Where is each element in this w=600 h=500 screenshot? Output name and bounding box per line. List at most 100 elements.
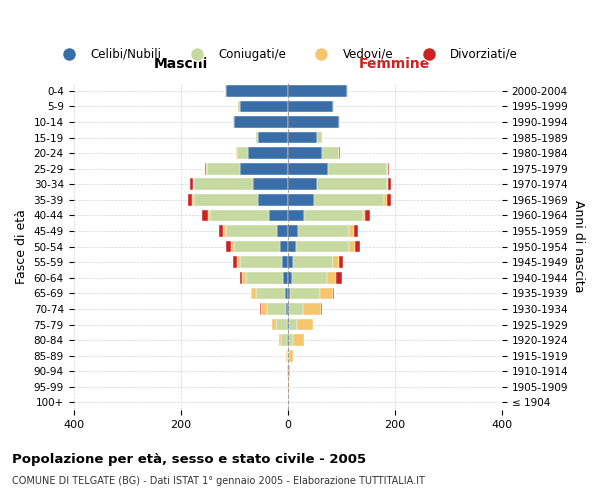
- Bar: [239, 100, 287, 112]
- Bar: [232, 241, 234, 252]
- Bar: [338, 116, 340, 128]
- Bar: [233, 116, 234, 128]
- Bar: [286, 303, 287, 315]
- Bar: [234, 241, 280, 252]
- Bar: [272, 318, 276, 330]
- Bar: [296, 241, 349, 252]
- Bar: [287, 225, 298, 237]
- Bar: [287, 288, 290, 299]
- Bar: [239, 256, 283, 268]
- Text: COMUNE DI TELGATE (BG) - Dati ISTAT 1° gennaio 2005 - Elaborazione TUTTITALIA.IT: COMUNE DI TELGATE (BG) - Dati ISTAT 1° g…: [12, 476, 425, 486]
- Bar: [234, 116, 287, 128]
- Y-axis label: Anni di nascita: Anni di nascita: [572, 200, 585, 293]
- Bar: [210, 210, 269, 222]
- Bar: [317, 178, 387, 190]
- Bar: [349, 225, 353, 237]
- Bar: [387, 194, 391, 205]
- Bar: [289, 303, 302, 315]
- Bar: [246, 272, 283, 283]
- Bar: [287, 318, 289, 330]
- Bar: [287, 163, 328, 174]
- Bar: [289, 318, 297, 330]
- Bar: [248, 148, 287, 159]
- Bar: [298, 225, 349, 237]
- Bar: [206, 163, 208, 174]
- Bar: [304, 210, 362, 222]
- Bar: [353, 225, 358, 237]
- Bar: [208, 163, 239, 174]
- Bar: [253, 178, 287, 190]
- Bar: [286, 350, 287, 362]
- Bar: [251, 288, 256, 299]
- Bar: [285, 288, 287, 299]
- Bar: [355, 241, 360, 252]
- Bar: [289, 350, 293, 362]
- Bar: [287, 132, 317, 143]
- Bar: [194, 178, 253, 190]
- Legend: Celibi/Nubili, Coniugati/e, Vedovi/e, Divorziati/e: Celibi/Nubili, Coniugati/e, Vedovi/e, Di…: [53, 43, 523, 66]
- Bar: [205, 163, 206, 174]
- Bar: [287, 241, 296, 252]
- Bar: [277, 225, 287, 237]
- Bar: [387, 178, 388, 190]
- Bar: [233, 256, 237, 268]
- Bar: [280, 241, 287, 252]
- Bar: [239, 163, 287, 174]
- Bar: [292, 272, 327, 283]
- Bar: [237, 256, 239, 268]
- Bar: [242, 272, 246, 283]
- Bar: [276, 318, 287, 330]
- Bar: [287, 272, 292, 283]
- Bar: [256, 132, 258, 143]
- Bar: [281, 334, 287, 346]
- Bar: [258, 194, 287, 205]
- Bar: [238, 100, 239, 112]
- Bar: [287, 194, 314, 205]
- Bar: [287, 350, 289, 362]
- Bar: [289, 334, 293, 346]
- Bar: [256, 288, 285, 299]
- Bar: [287, 256, 293, 268]
- Bar: [190, 178, 193, 190]
- Bar: [283, 272, 287, 283]
- Y-axis label: Fasce di età: Fasce di età: [15, 209, 28, 284]
- Bar: [290, 288, 320, 299]
- Bar: [283, 256, 287, 268]
- Bar: [287, 148, 322, 159]
- Bar: [328, 163, 387, 174]
- Bar: [194, 194, 258, 205]
- Bar: [208, 210, 210, 222]
- Bar: [302, 303, 322, 315]
- Bar: [388, 178, 391, 190]
- Bar: [240, 272, 242, 283]
- Bar: [225, 85, 226, 96]
- Bar: [362, 210, 365, 222]
- Bar: [293, 256, 333, 268]
- Bar: [314, 194, 384, 205]
- Bar: [287, 381, 289, 392]
- Bar: [287, 303, 289, 315]
- Bar: [333, 256, 338, 268]
- Bar: [193, 178, 194, 190]
- Bar: [327, 272, 337, 283]
- Bar: [287, 178, 317, 190]
- Bar: [293, 334, 304, 346]
- Bar: [226, 241, 232, 252]
- Text: Popolazione per età, sesso e stato civile - 2005: Popolazione per età, sesso e stato civil…: [12, 452, 366, 466]
- Bar: [287, 334, 289, 346]
- Bar: [322, 148, 338, 159]
- Bar: [287, 210, 304, 222]
- Bar: [317, 132, 322, 143]
- Bar: [338, 256, 343, 268]
- Bar: [365, 210, 370, 222]
- Bar: [287, 116, 338, 128]
- Bar: [297, 318, 313, 330]
- Text: Maschi: Maschi: [154, 56, 208, 70]
- Bar: [388, 163, 389, 174]
- Bar: [333, 100, 334, 112]
- Bar: [237, 148, 248, 159]
- Bar: [288, 366, 290, 377]
- Bar: [384, 194, 387, 205]
- Bar: [287, 85, 347, 96]
- Bar: [387, 163, 388, 174]
